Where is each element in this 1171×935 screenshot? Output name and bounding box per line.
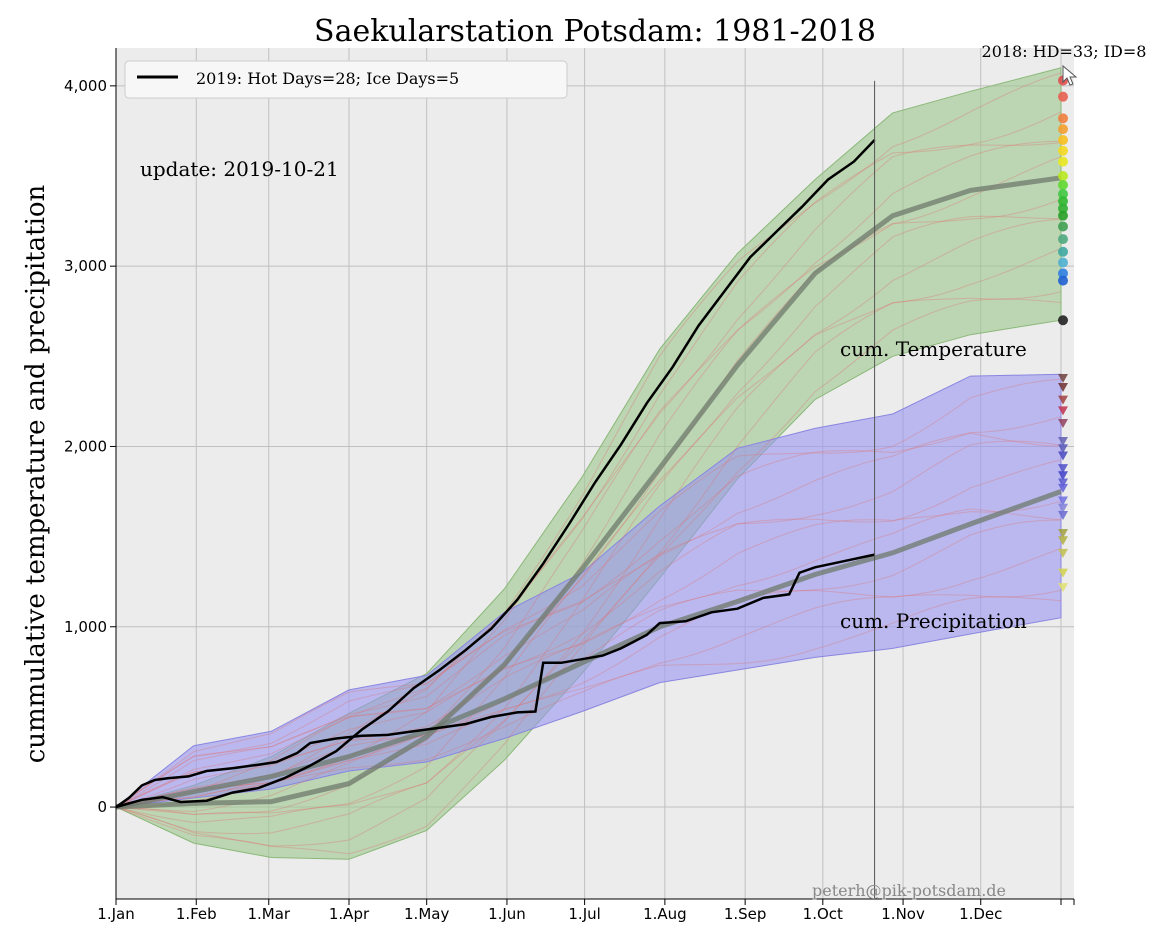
current-temperature-line bbox=[115, 139, 876, 809]
precipitation-end-marker bbox=[1058, 373, 1068, 383]
temperature-end-marker bbox=[1058, 246, 1068, 257]
x-tick-label: 1.Sep bbox=[724, 905, 767, 923]
temperature-history-line bbox=[115, 298, 1062, 855]
mean-temperature-line bbox=[115, 175, 1062, 810]
mean-precipitation-line bbox=[115, 489, 1062, 810]
temperature-history-line bbox=[115, 72, 1062, 808]
precipitation-end-marker bbox=[1058, 510, 1068, 520]
temperature-end-marker bbox=[1058, 234, 1068, 245]
precipitation-history-line bbox=[115, 416, 1062, 808]
history-lines bbox=[115, 72, 1062, 855]
x-tick-label: 1.Jan bbox=[97, 905, 134, 923]
temperature-end-marker bbox=[1058, 124, 1068, 135]
precipitation-end-marker bbox=[1058, 451, 1068, 461]
precipitation-end-marker bbox=[1058, 548, 1068, 558]
precipitation-history-line bbox=[115, 432, 1062, 808]
temperature-end-marker bbox=[1058, 156, 1068, 167]
precipitation-history-line bbox=[115, 459, 1062, 808]
legend-label: 2019: Hot Days=28; Ice Days=5 bbox=[196, 69, 459, 88]
credit-annotation: peterh@pik-potsdam.de bbox=[812, 881, 1006, 900]
temperature-end-marker bbox=[1058, 275, 1068, 286]
precipitation-history-line bbox=[115, 378, 1062, 808]
temperature-history-line bbox=[115, 199, 1062, 815]
precipitation-end-marker bbox=[1058, 483, 1068, 493]
precipitation-end-marker bbox=[1058, 503, 1068, 513]
temperature-history-line bbox=[115, 218, 1062, 824]
temperature-end-marker bbox=[1058, 210, 1068, 221]
temperature-end-marker bbox=[1058, 315, 1068, 326]
x-tick-label: 1.Aug bbox=[643, 905, 687, 923]
precipitation-end-marker bbox=[1058, 464, 1068, 474]
y-tick-label: 1,000 bbox=[64, 618, 107, 636]
temperature-end-marker bbox=[1058, 180, 1068, 191]
x-tick-label: 1.Dec bbox=[959, 905, 1002, 923]
legend: 2019: Hot Days=28; Ice Days=5 bbox=[124, 60, 568, 99]
temperature-end-marker bbox=[1058, 268, 1068, 279]
temperature-history-line bbox=[115, 247, 1062, 835]
end-markers bbox=[1058, 75, 1068, 593]
mean-lines bbox=[115, 175, 1062, 810]
y-tick-label: 2,000 bbox=[64, 437, 107, 455]
axes: 0 1,000 2,000 3,000 4,000 1.Jan 1.Feb 1.Mar 1.Ap… bbox=[64, 48, 1075, 923]
precipitation-end-marker bbox=[1058, 583, 1068, 593]
temperature-end-marker bbox=[1058, 145, 1068, 156]
x-tick-label: 1.Jun bbox=[488, 905, 526, 923]
precipitation-end-marker bbox=[1058, 395, 1068, 405]
temperature-end-marker bbox=[1058, 189, 1068, 200]
precipitation-history-line bbox=[115, 519, 1062, 808]
precipitation-end-marker bbox=[1058, 496, 1068, 506]
temperature-annotation: cum. Temperature bbox=[840, 337, 1027, 361]
record-year-annotation: 2018: HD=33; ID=8 bbox=[982, 42, 1147, 61]
x-tick-label: 1.Feb bbox=[176, 905, 217, 923]
x-tick-label: 1.Jul bbox=[568, 905, 600, 923]
precipitation-end-marker bbox=[1058, 528, 1068, 538]
temperature-end-marker bbox=[1058, 221, 1068, 232]
precipitation-end-marker bbox=[1058, 471, 1068, 481]
temperature-end-marker bbox=[1058, 113, 1068, 124]
temperature-end-marker bbox=[1058, 203, 1068, 214]
temperature-history-line bbox=[115, 156, 1062, 813]
precipitation-end-marker bbox=[1058, 536, 1068, 546]
x-tick-label: 1.May bbox=[404, 905, 449, 923]
precipitation-end-marker bbox=[1058, 444, 1068, 454]
cursor-icon bbox=[1062, 64, 1078, 86]
y-tick-label: 4,000 bbox=[64, 77, 107, 95]
precipitation-end-marker bbox=[1058, 568, 1068, 578]
current-precipitation-line bbox=[115, 553, 875, 809]
temperature-end-marker bbox=[1058, 91, 1068, 102]
chart-title: Saekularstation Potsdam: 1981-2018 bbox=[314, 14, 876, 49]
precipitation-end-marker bbox=[1058, 406, 1068, 416]
temperature-end-marker bbox=[1058, 257, 1068, 268]
y-tick-label: 0 bbox=[97, 798, 107, 816]
temperature-end-marker bbox=[1058, 196, 1068, 207]
precipitation-end-marker bbox=[1058, 437, 1068, 447]
precipitation-band bbox=[114, 373, 1062, 808]
legend-box bbox=[124, 60, 568, 99]
precipitation-end-marker bbox=[1058, 419, 1068, 429]
temperature-history-line bbox=[115, 215, 1062, 815]
x-tick-label: 1.Oct bbox=[803, 905, 843, 923]
precipitation-end-marker bbox=[1058, 478, 1068, 488]
y-tick-label: 3,000 bbox=[64, 257, 107, 275]
precipitation-annotation: cum. Precipitation bbox=[840, 609, 1027, 633]
x-tick-label: 1.Nov bbox=[881, 905, 925, 923]
current-year-lines bbox=[115, 80, 876, 899]
x-tick-label: 1.Apr bbox=[329, 905, 370, 923]
temperature-history-line bbox=[115, 291, 1062, 847]
y-axis-label: cummulative temperature and precipitatio… bbox=[21, 184, 51, 763]
precipitation-history-line bbox=[115, 440, 1062, 808]
precipitation-end-marker bbox=[1058, 382, 1068, 392]
update-annotation: update: 2019-10-21 bbox=[140, 157, 339, 181]
temperature-end-marker bbox=[1058, 134, 1068, 145]
temperature-end-marker bbox=[1058, 171, 1068, 182]
x-tick-label: 1.Mar bbox=[247, 905, 290, 923]
